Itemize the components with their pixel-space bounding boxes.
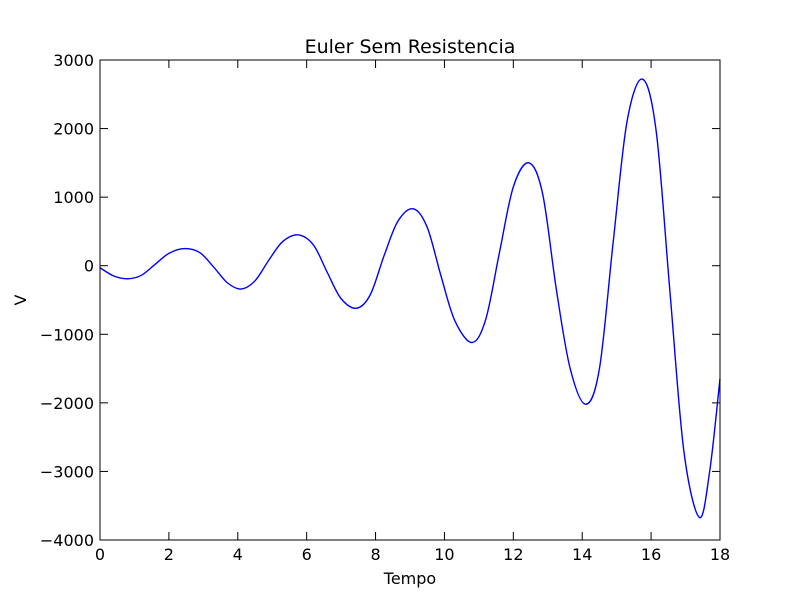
x-tick-label: 12: [503, 545, 523, 564]
y-tick-label: −1000: [40, 325, 94, 344]
chart-title: Euler Sem Resistencia: [305, 36, 516, 58]
x-tick-label: 6: [302, 545, 312, 564]
ticks: 0 2 4 6 8 10 12 14 16 18 −4000 −3000 −2000 −1000 0 1000…: [40, 51, 730, 564]
x-tick-label: 18: [710, 545, 730, 564]
x-tick-label: 8: [370, 545, 380, 564]
y-tick-label: −3000: [40, 462, 94, 481]
x-axis-label: Tempo: [383, 569, 436, 588]
series-line: [99, 78, 721, 519]
y-tick-label: 3000: [53, 51, 94, 70]
y-axis-label: V: [11, 294, 30, 305]
x-tick-label: 14: [572, 545, 592, 564]
y-tick-label: −4000: [40, 531, 94, 550]
x-tick-label: 10: [434, 545, 454, 564]
x-tick-label: 16: [641, 545, 661, 564]
x-tick-label: 4: [233, 545, 243, 564]
y-tick-label: 1000: [53, 188, 94, 207]
x-tick-label: 2: [164, 545, 174, 564]
y-tick-label: 2000: [53, 120, 94, 139]
y-tick-label: 0: [84, 257, 94, 276]
y-tick-label: −2000: [40, 394, 94, 413]
x-tick-label: 0: [95, 545, 105, 564]
plot-frame: [99, 59, 721, 541]
